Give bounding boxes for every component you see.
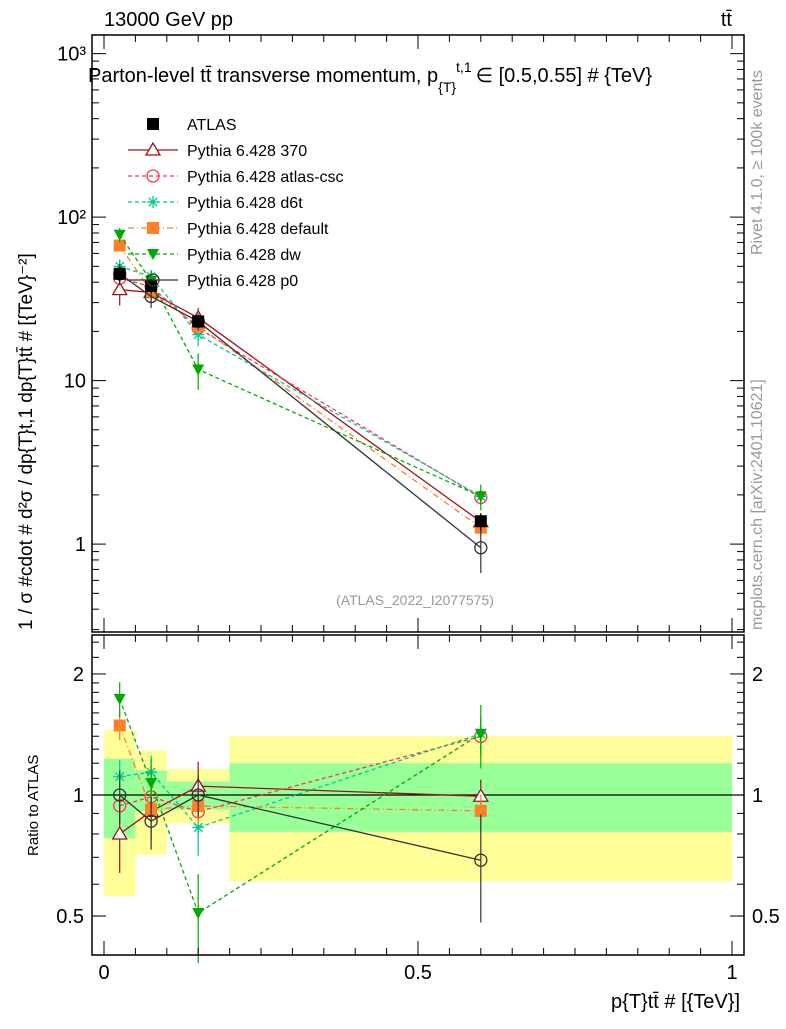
data-point — [474, 491, 487, 503]
ratio-line-0 — [119, 785, 481, 835]
data-point — [113, 239, 126, 252]
series-line-1 — [119, 277, 482, 498]
legend-label: Pythia 6.428 atlas-csc — [187, 169, 344, 186]
legend-label: Pythia 6.428 p0 — [187, 273, 298, 290]
ratio-point — [474, 853, 488, 867]
ratio-point — [474, 728, 487, 740]
y-tick-label: 1 — [75, 534, 86, 556]
analysis-label: (ATLAS_2022_I2077575) — [336, 592, 494, 608]
series-line-5 — [119, 273, 482, 549]
series-line-3 — [119, 245, 482, 529]
main-panel: 10³ 10² 10 1 — [57, 34, 745, 633]
mcplots-label: mcplots.cern.ch [arXiv:2401.10621] — [749, 379, 766, 630]
ratio-tick-label-right: 1 — [752, 785, 763, 807]
ratio-point — [145, 778, 158, 790]
title-sup: t,1 — [456, 59, 472, 75]
ratio-point — [113, 719, 126, 732]
ratio-point — [111, 825, 128, 840]
data-point — [474, 541, 488, 555]
y-tick-label: 10 — [64, 371, 86, 393]
legend-marker — [146, 273, 160, 287]
atlas-data-point — [113, 267, 126, 280]
data-point — [192, 364, 205, 376]
atlas-data-point — [474, 515, 487, 528]
ratio-point — [192, 908, 205, 920]
ratio-panel: 2 2 1 1 0.5 0.5 0 0.5 1 — [56, 634, 780, 984]
y-tick-label: 10³ — [57, 44, 86, 66]
legend-marker — [147, 222, 159, 234]
ratio-line-1 — [119, 735, 481, 813]
ratio-point — [113, 693, 126, 705]
ratio-line-5 — [119, 794, 481, 861]
x-axis-label: p{T}tt̄ # [{TeV}] — [611, 991, 740, 1013]
star-stroke — [148, 197, 158, 207]
ratio-point — [144, 814, 158, 828]
legend-marker — [147, 196, 159, 208]
legend-label: Pythia 6.428 d6t — [187, 195, 303, 212]
ratio-point — [113, 788, 127, 802]
legend-label: Pythia 6.428 default — [187, 221, 329, 238]
legend-label: Pythia 6.428 370 — [187, 143, 307, 160]
title-sub: {T} — [438, 79, 456, 95]
ratio-tick-label: 1 — [73, 785, 84, 807]
ratio-tick-label: 2 — [73, 664, 84, 686]
legend-marker — [147, 118, 159, 130]
title-rest: ∈ [0.5,0.55] # {TeV} — [476, 65, 653, 87]
x-tick-label: 0.5 — [404, 962, 432, 984]
legend: ATLAS Pythia 6.428 370 Pythia 6.428 atlas-… — [128, 117, 344, 290]
series-line-4 — [119, 234, 482, 497]
star-stroke — [193, 822, 203, 833]
ratio-y-axis-label: Ratio to ATLAS — [25, 755, 42, 856]
legend-marker — [144, 141, 162, 156]
y-tick-label: 10² — [57, 207, 86, 229]
legend-marker — [147, 249, 159, 260]
ratio-tick-label-right: 0.5 — [752, 906, 780, 928]
ratio-tick-label: 0.5 — [56, 906, 84, 928]
data-point — [111, 281, 128, 296]
title-main: Parton-level tt̄ transverse momentum, p — [88, 65, 438, 87]
series-line-2 — [119, 265, 482, 497]
y-axis-label: 1 / σ #cdot # d²σ / dp{T}t,1 dp{T}tt̄ # … — [16, 253, 37, 630]
ratio-point — [191, 788, 205, 802]
header-left: 13000 GeV pp — [104, 9, 233, 31]
legend-label: ATLAS — [187, 117, 237, 134]
x-tick-label: 1 — [726, 962, 737, 984]
data-point — [113, 229, 126, 241]
ratio-line-2 — [119, 733, 482, 829]
atlas-data-point — [192, 315, 205, 328]
ratio-point — [474, 804, 487, 817]
ratio-tick-label-right: 2 — [752, 664, 763, 686]
ratio-line-4 — [119, 698, 482, 915]
legend-marker — [146, 169, 160, 183]
legend-label: Pythia 6.428 dw — [187, 247, 301, 264]
header-right: tt̄ — [721, 9, 733, 31]
x-tick-label: 0 — [98, 962, 109, 984]
series-line-0 — [119, 289, 482, 523]
plot-title: Parton-level tt̄ transverse momentum, p{… — [88, 59, 652, 95]
rivet-label: Rivet 4.1.0, ≥ 100k events — [749, 70, 766, 255]
